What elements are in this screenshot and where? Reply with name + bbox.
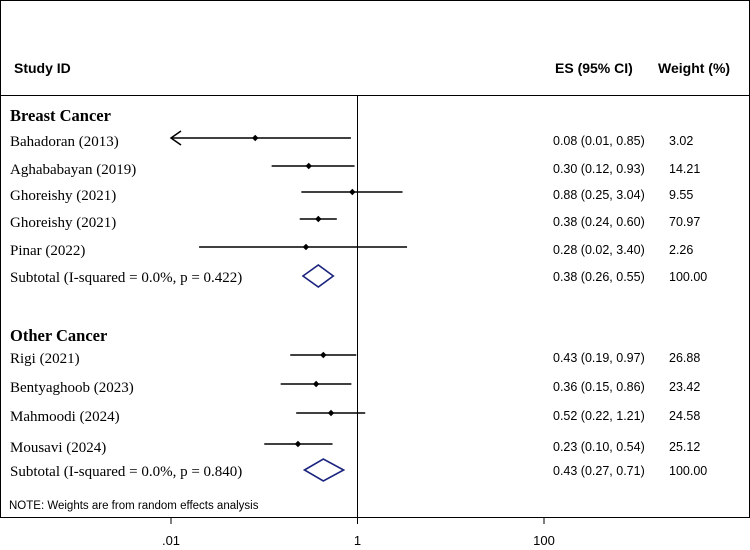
header-es-ci: ES (95% CI)	[555, 60, 633, 76]
point-estimate	[315, 215, 322, 223]
point-estimate	[320, 351, 327, 359]
study-label: Mahmoodi (2024)	[10, 409, 120, 425]
group-heading: Breast Cancer	[10, 106, 111, 125]
point-estimate	[252, 134, 259, 142]
study-label: Bentyaghoob (2023)	[10, 380, 134, 396]
point-estimate	[327, 409, 335, 417]
study-es-ci: 0.08 (0.01, 0.85)	[553, 134, 645, 148]
study-weight: 9.55	[669, 188, 693, 202]
study-weight: 3.02	[669, 134, 693, 148]
point-estimate	[302, 243, 310, 251]
x-tick-label: 1	[354, 533, 361, 548]
study-label: Ghoreishy (2021)	[10, 188, 116, 204]
subtotal-diamond	[302, 458, 346, 482]
subtotal-es-ci: 0.43 (0.27, 0.71)	[553, 464, 645, 478]
point-estimate	[312, 380, 320, 388]
study-es-ci: 0.88 (0.25, 3.04)	[553, 188, 645, 202]
study-es-ci: 0.23 (0.10, 0.54)	[553, 440, 645, 454]
study-weight: 2.26	[669, 243, 693, 257]
study-es-ci: 0.52 (0.22, 1.21)	[553, 409, 645, 423]
study-weight: 23.42	[669, 380, 700, 394]
study-es-ci: 0.30 (0.12, 0.93)	[553, 162, 645, 176]
x-tick-label: 100	[533, 533, 555, 548]
subtotal-weight: 100.00	[669, 464, 707, 478]
point-estimate	[305, 162, 312, 170]
ci-arrow-left	[169, 130, 182, 146]
point-estimate	[294, 440, 302, 448]
x-axis: .01 1 100	[162, 518, 555, 548]
study-label: Mousavi (2024)	[10, 440, 106, 456]
study-label: Pinar (2022)	[10, 243, 85, 259]
subtotal-label: Subtotal (I-squared = 0.0%, p = 0.840)	[10, 464, 242, 480]
subtotal-weight: 100.00	[669, 270, 707, 284]
study-label: Ghoreishy (2021)	[10, 215, 116, 231]
subtotal-label: Subtotal (I-squared = 0.0%, p = 0.422)	[10, 270, 242, 286]
weights-note: NOTE: Weights are from random effects an…	[9, 500, 259, 512]
study-weight: 25.12	[669, 440, 700, 454]
study-es-ci: 0.28 (0.02, 3.40)	[553, 243, 645, 257]
study-weight: 26.88	[669, 351, 700, 365]
study-es-ci: 0.38 (0.24, 0.60)	[553, 215, 645, 229]
group-heading: Other Cancer	[10, 326, 107, 345]
header-weight: Weight (%)	[658, 60, 730, 76]
study-label: Bahadoran (2013)	[10, 134, 119, 150]
subtotal-diamond	[301, 264, 335, 288]
point-estimate	[349, 188, 356, 196]
study-es-ci: 0.43 (0.19, 0.97)	[553, 351, 645, 365]
study-label: Rigi (2021)	[10, 351, 80, 367]
subtotal-es-ci: 0.38 (0.26, 0.55)	[553, 270, 645, 284]
study-weight: 14.21	[669, 162, 700, 176]
x-tick-label: .01	[162, 533, 180, 548]
study-weight: 70.97	[669, 215, 700, 229]
header-study-id: Study ID	[14, 60, 71, 76]
study-weight: 24.58	[669, 409, 700, 423]
study-es-ci: 0.36 (0.15, 0.86)	[553, 380, 645, 394]
study-label: Aghababayan (2019)	[10, 162, 136, 178]
study-rows: Breast Cancer Bahadoran (2013) 0.08 (0.01,…	[10, 106, 707, 482]
